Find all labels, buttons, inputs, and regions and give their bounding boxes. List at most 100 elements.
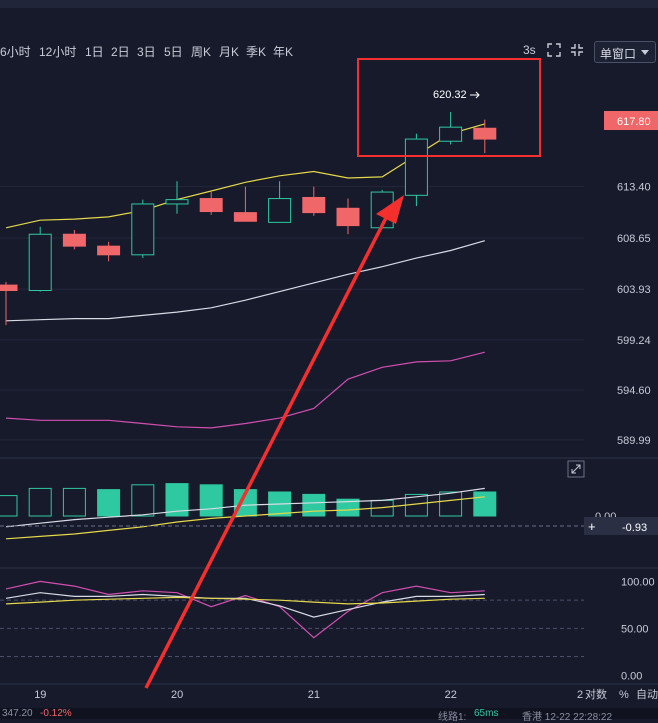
ma-pink-line — [5, 351, 485, 429]
time-tick-label: 21 — [308, 689, 320, 701]
volume-bar — [97, 489, 121, 517]
oscillator-tick-label: 100.00 — [621, 576, 655, 588]
volume-bar — [199, 484, 223, 517]
candle-body — [165, 199, 189, 205]
candles — [0, 112, 497, 326]
volume-lines — [5, 487, 485, 540]
oscillator-pink-line — [5, 580, 485, 639]
time-axis: 19 20 21 22 — [34, 689, 457, 701]
period-week[interactable]: 周K — [191, 45, 212, 59]
candle-body — [28, 233, 52, 292]
price-grid — [0, 186, 584, 441]
status-price: 347.20 — [2, 708, 33, 719]
exit-fullscreen-icon[interactable] — [569, 42, 585, 58]
period-month[interactable]: 月K — [219, 45, 240, 59]
candle-body — [62, 233, 86, 247]
volume-bars — [0, 483, 497, 517]
price-tick-label: 594.60 — [617, 385, 651, 397]
price-axis: 613.40 608.65 603.93 599.24 594.60 589.99 — [617, 182, 651, 447]
high-marker-label: 620.32 — [433, 89, 467, 101]
toolbar: 6小时 12小时 1日 2日 3日 5日 周K 月K 季K 年K 3s 单窗口 — [0, 0, 658, 72]
period-5d[interactable]: 5日 — [164, 45, 183, 59]
chevron-down-icon — [641, 50, 649, 55]
status-line-label: 线路1: — [438, 712, 467, 723]
volume-bar — [0, 495, 18, 517]
oscillator-tick-label: 0.00 — [621, 670, 642, 682]
volume-bar — [302, 493, 326, 517]
oscillator-grid — [0, 599, 584, 658]
volume-bar — [28, 487, 52, 517]
volume-current-badge — [584, 517, 658, 535]
oscillator-lines — [5, 580, 485, 639]
plus-icon[interactable]: + — [588, 519, 596, 534]
auto-scale-toggle[interactable]: 自动 — [636, 688, 658, 701]
refresh-interval[interactable]: 3s — [523, 43, 536, 57]
last-price-label: 617.80 — [617, 116, 651, 128]
high-marker-arrow — [470, 91, 480, 99]
period-year[interactable]: 年K — [273, 45, 294, 59]
volume-bar — [336, 498, 360, 517]
candle-body — [336, 207, 360, 227]
period-2d[interactable]: 2日 — [111, 45, 130, 59]
status-change: -0.12% — [40, 708, 72, 719]
candle-body — [97, 245, 121, 256]
volume-bar — [62, 487, 86, 517]
price-tick-label: 603.93 — [617, 284, 651, 296]
candle-body — [233, 212, 257, 222]
log-scale-toggle[interactable]: 对数 — [585, 687, 607, 701]
price-tick-label: 589.99 — [617, 435, 651, 447]
candle-body — [268, 198, 292, 223]
last-price-badge: 617.80 — [604, 111, 658, 130]
period-3d[interactable]: 3日 — [137, 45, 156, 59]
status-latency: 65ms — [474, 708, 499, 719]
price-tick-label: 608.65 — [617, 233, 651, 245]
period-6h[interactable]: 6小时 — [0, 45, 31, 59]
volume-white-line — [5, 487, 485, 528]
expand-icon[interactable] — [567, 460, 585, 478]
volume-bar — [439, 491, 463, 517]
highlight-box — [357, 58, 541, 157]
window-select-value: 单窗口 — [600, 47, 637, 61]
volume-bar — [165, 483, 189, 517]
oscillator-yellow-line — [5, 596, 485, 605]
volume-yellow-line — [5, 496, 485, 540]
annotation-arrow — [144, 195, 404, 689]
axis-number: 2 — [577, 689, 583, 701]
candlestick-pane: 613.40 608.65 603.93 599.24 594.60 589.99 617… — [0, 58, 658, 447]
status-region-time: 香港 12-22 22:28:22 — [522, 712, 613, 723]
oscillator-axis: 100.00 50.00 0.00 — [621, 576, 655, 682]
candle-body — [404, 138, 428, 196]
volume-bar — [473, 491, 497, 517]
price-axis-bg — [584, 72, 658, 684]
time-tick-label: 20 — [171, 689, 183, 701]
percent-scale-toggle[interactable]: % — [619, 689, 629, 701]
candle-body — [0, 284, 18, 292]
candle-body — [302, 196, 326, 214]
period-12h[interactable]: 12小时 — [39, 45, 77, 59]
period-1d[interactable]: 1日 — [85, 45, 104, 59]
time-tick-label: 19 — [34, 689, 46, 701]
price-tick-label: 613.40 — [617, 182, 651, 194]
candle-body — [199, 198, 223, 213]
ma-white-line — [5, 240, 485, 322]
volume-bar — [131, 484, 155, 517]
candle-body — [473, 127, 497, 140]
oscillator-pane: 100.00 50.00 0.00 — [0, 576, 655, 682]
candle-body — [131, 203, 155, 256]
top-strip — [0, 0, 658, 8]
annotation-arrow-head — [376, 195, 404, 224]
window-select[interactable]: 单窗口 — [594, 41, 656, 63]
annotation-arrow-line — [144, 209, 392, 689]
price-tick-label: 599.24 — [617, 335, 651, 347]
candle-body — [439, 126, 463, 142]
last-price-bg — [604, 111, 658, 130]
fullscreen-icon[interactable] — [546, 42, 562, 58]
volume-current-label: -0.93 — [622, 522, 647, 534]
oscillator-white-line — [5, 592, 485, 618]
period-quarter[interactable]: 季K — [246, 45, 267, 59]
time-tick-label: 22 — [445, 689, 457, 701]
volume-pane: 0.00 + -0.93 — [0, 460, 658, 540]
oscillator-tick-label: 50.00 — [621, 623, 649, 635]
axis-mode-controls: 2 对数 % 自动 — [577, 687, 658, 701]
chart-area[interactable]: 613.40 608.65 603.93 599.24 594.60 589.99 617… — [0, 0, 658, 708]
